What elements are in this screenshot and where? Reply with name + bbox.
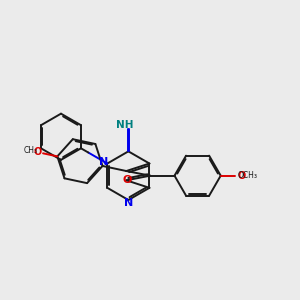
Text: O: O [123, 175, 132, 185]
Text: O: O [237, 171, 245, 181]
Text: O: O [33, 147, 41, 157]
Text: N: N [124, 198, 133, 208]
Text: OCH₃: OCH₃ [238, 171, 257, 180]
Text: N: N [100, 157, 109, 167]
Text: CH₃: CH₃ [24, 146, 38, 155]
Text: NH: NH [116, 120, 134, 130]
